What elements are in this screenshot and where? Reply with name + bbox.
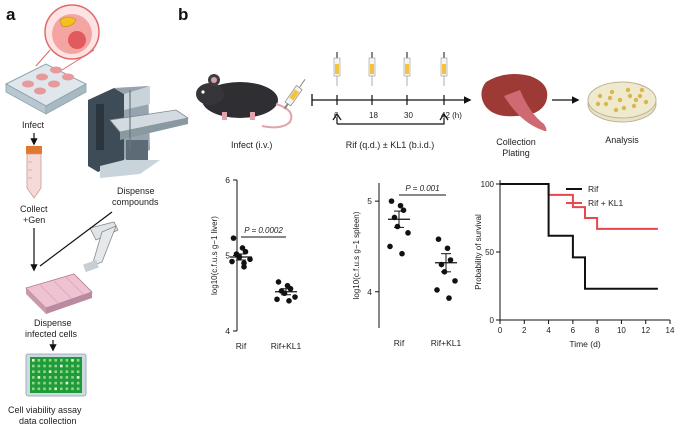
data-point <box>241 264 247 270</box>
legend-label: Rif <box>588 184 599 194</box>
data-point <box>435 236 442 242</box>
panel-b-label: b <box>178 5 188 24</box>
data-point <box>447 257 454 263</box>
y-tick-label: 5 <box>367 196 372 206</box>
p-value-label: P = 0.001 <box>405 184 439 193</box>
data-point <box>446 295 452 301</box>
mouse-illustration <box>196 74 293 129</box>
syringe-icon <box>403 52 411 86</box>
data-point <box>405 230 411 236</box>
legend-label: Rif + KL1 <box>588 198 623 208</box>
x-tick-label: 2 <box>522 326 527 335</box>
collect-gen-label: +Gen <box>23 215 45 225</box>
assay-label-2: data collection <box>19 416 77 426</box>
category-label: Rif <box>394 338 405 348</box>
multichannel-pipette-icon <box>83 221 119 273</box>
x-axis-label: Time (d) <box>569 339 600 349</box>
data-point <box>274 296 280 303</box>
y-axis-label: Probability of survival <box>474 214 483 290</box>
falcon-tube-icon <box>26 146 42 199</box>
injection-syringe-icon <box>283 79 306 110</box>
assay-plate-green <box>25 353 87 397</box>
data-point <box>229 258 235 265</box>
data-point <box>387 243 393 250</box>
survival-curve-rif <box>500 183 658 290</box>
y-tick-label: 4 <box>225 326 230 336</box>
data-point <box>230 235 237 241</box>
pointer-line-compounds <box>39 211 113 267</box>
data-point <box>242 248 249 255</box>
dispense-compounds-label: Dispense <box>117 186 155 196</box>
syringe-icon <box>368 52 376 86</box>
data-point <box>247 256 253 263</box>
y-tick-label: 100 <box>481 180 495 189</box>
dose-syringes <box>333 52 448 86</box>
syringe-icon <box>333 52 341 86</box>
liver-spleen-illustration <box>481 74 548 132</box>
timeline-tick-label: 42 (h) <box>441 111 462 120</box>
plating-label: Plating <box>502 148 530 158</box>
category-label: Rif+KL1 <box>271 341 302 351</box>
data-point <box>388 198 395 204</box>
analysis-label: Analysis <box>605 135 639 145</box>
data-point <box>399 250 405 257</box>
assay-plate-pink <box>25 273 93 314</box>
rif-regimen-label: Rif (q.d.) ± KL1 (b.i.d.) <box>346 140 434 150</box>
infected-cell-illustration <box>35 4 100 71</box>
chart-liver-cfu: 4 5 6 log10(c.f.u.s g−1 liver) P = 0.0002 Rif… <box>210 175 302 351</box>
category-label: Rif <box>236 341 247 351</box>
y-axis-label: log10(c.f.u.s g−1 spleen) <box>352 211 361 299</box>
data-point <box>400 207 407 213</box>
data-point <box>434 287 440 293</box>
timeline-tick-label: 30 <box>404 111 413 120</box>
data-point <box>286 298 292 304</box>
data-point <box>275 279 282 285</box>
y-tick-label: 50 <box>485 248 494 257</box>
syringe-icon <box>440 52 448 86</box>
x-tick-label: 4 <box>546 326 551 335</box>
infect-iv-label: Infect (i.v.) <box>231 140 272 150</box>
timeline-tick-label: 18 <box>369 111 378 120</box>
y-tick-label: 0 <box>490 316 495 325</box>
y-tick-label: 4 <box>367 287 372 297</box>
category-label: Rif+KL1 <box>431 338 462 348</box>
data-point <box>452 278 458 284</box>
dispense-cells-label: Dispense <box>34 318 72 328</box>
infect-label: Infect <box>22 120 45 130</box>
chart-survival: 0 2 4 6 8 10 12 14 0 50 100 Time (d) Probability of … <box>474 180 675 349</box>
x-tick-label: 10 <box>617 326 626 335</box>
treatment-bracket <box>336 118 445 125</box>
y-axis-label: log10(c.f.u.s g−1 liver) <box>210 216 219 295</box>
compound-dispenser-machine <box>88 86 190 178</box>
x-tick-label: 8 <box>595 326 600 335</box>
collection-label: Collection <box>496 137 536 147</box>
data-point <box>292 294 298 300</box>
dispense-compounds-label-2: compounds <box>112 197 159 207</box>
cell-culture-plate <box>4 63 88 115</box>
data-point <box>239 245 246 251</box>
dispense-cells-label-2: infected cells <box>25 329 78 339</box>
x-tick-label: 14 <box>666 326 675 335</box>
panel-a-label: a <box>6 5 16 24</box>
petri-dish-illustration <box>587 81 657 123</box>
x-tick-label: 12 <box>641 326 650 335</box>
x-tick-label: 6 <box>571 326 576 335</box>
p-value-label: P = 0.0002 <box>244 226 283 235</box>
data-point <box>397 202 404 209</box>
y-tick-label: 6 <box>225 175 230 185</box>
x-tick-label: 0 <box>498 326 503 335</box>
survival-curve-rif-kl1 <box>500 183 658 230</box>
assay-label: Cell viability assay <box>8 405 82 415</box>
chart-spleen-cfu: 4 5 log10(c.f.u.s g−1 spleen) P = 0.001 Rif R… <box>352 183 462 348</box>
data-point <box>444 245 451 252</box>
y-tick-label: 5 <box>225 251 230 261</box>
collect-label: Collect <box>20 204 48 214</box>
